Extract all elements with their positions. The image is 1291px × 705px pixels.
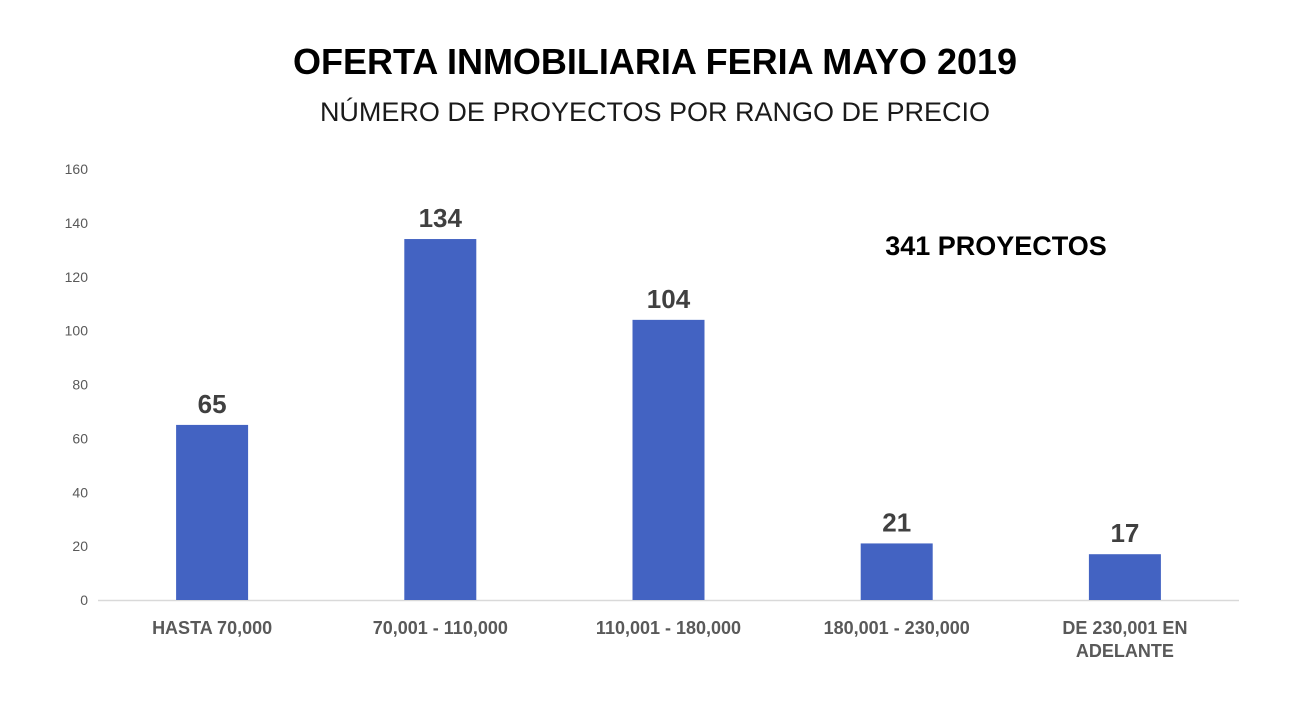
total-projects-annotation: 341 PROYECTOS <box>885 231 1107 261</box>
y-tick-label: 140 <box>65 215 89 231</box>
x-tick-label: HASTA 70,000 <box>152 618 272 638</box>
data-label: 17 <box>1110 518 1139 548</box>
y-tick-label: 60 <box>72 430 88 446</box>
y-tick-label: 0 <box>80 592 88 608</box>
y-tick-label: 20 <box>72 538 88 554</box>
y-tick-label: 160 <box>65 161 89 177</box>
bar <box>860 543 933 600</box>
x-tick-label-line: ADELANTE <box>1076 641 1174 661</box>
x-tick-label: 70,001 - 110,000 <box>373 618 508 638</box>
data-label: 104 <box>647 284 691 314</box>
bar <box>1088 554 1161 600</box>
chart-title: OFERTA INMOBILIARIA FERIA MAYO 2019 <box>293 41 1017 82</box>
y-tick-label: 120 <box>65 269 89 285</box>
x-tick-label-line: 70,001 - 110,000 <box>373 618 508 638</box>
bar <box>176 424 249 600</box>
x-axis-ticks: HASTA 70,000 70,001 - 110,000 110,001 - 18… <box>152 618 1187 661</box>
x-tick-label-line: DE 230,001 EN <box>1062 618 1187 638</box>
x-tick-label: DE 230,001 EN ADELANTE <box>1062 618 1187 661</box>
data-label: 65 <box>198 389 227 419</box>
y-axis-ticks: 0 20 40 60 80 100 120 140 160 <box>65 161 89 608</box>
bars <box>176 239 1161 600</box>
x-tick-label-line: HASTA 70,000 <box>152 618 272 638</box>
y-tick-label: 80 <box>72 377 88 393</box>
bar <box>404 239 477 600</box>
data-label: 21 <box>882 507 911 537</box>
x-tick-label-line: 180,001 - 230,000 <box>824 618 970 638</box>
x-tick-label-line: 110,001 - 180,000 <box>596 618 741 638</box>
data-label: 134 <box>419 203 463 233</box>
chart-subtitle: NÚMERO DE PROYECTOS POR RANGO DE PRECIO <box>320 96 990 127</box>
y-tick-label: 100 <box>65 323 89 339</box>
data-labels: 65 134 104 21 17 <box>198 203 1140 548</box>
x-tick-label: 180,001 - 230,000 <box>824 618 970 638</box>
y-tick-label: 40 <box>72 484 88 500</box>
bar <box>632 319 705 600</box>
x-tick-label: 110,001 - 180,000 <box>596 618 741 638</box>
